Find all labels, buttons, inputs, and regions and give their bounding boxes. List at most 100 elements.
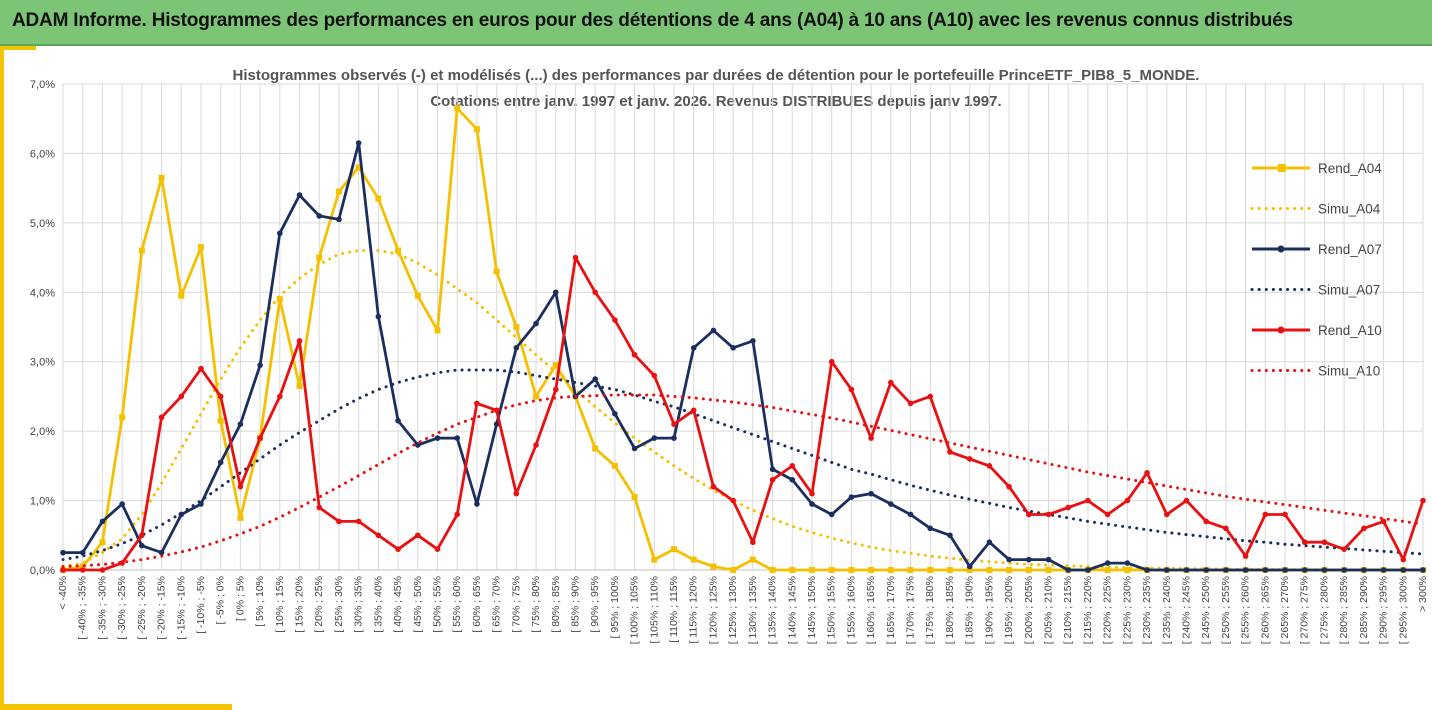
marker-Rend_A04: [769, 567, 776, 573]
x-tick-label: < -40%: [57, 576, 69, 610]
marker-Rend_A07: [158, 549, 165, 556]
series-lines: [60, 105, 1426, 573]
marker-Rend_A10: [947, 449, 953, 455]
marker-Rend_A04: [79, 563, 86, 570]
marker-Rend_A07: [257, 362, 263, 368]
x-tick-label: [ 10% ; 15%: [274, 576, 286, 633]
marker-Rend_A10: [454, 511, 461, 518]
x-tick-label: [ 90% ; 95%: [589, 576, 601, 633]
marker-Rend_A10: [710, 483, 717, 490]
marker-Rend_A04: [986, 567, 993, 573]
marker-Rend_A10: [277, 393, 283, 400]
legend-label: Rend_A10: [1318, 323, 1382, 338]
marker-Rend_A10: [789, 463, 796, 469]
marker-Rend_A04: [237, 514, 244, 521]
marker-Rend_A07: [966, 563, 973, 570]
marker-Rend_A10: [296, 338, 303, 344]
marker-Rend_A10: [217, 393, 224, 400]
marker-Rend_A10: [1361, 525, 1367, 532]
marker-Rend_A10: [769, 476, 776, 483]
marker-Rend_A07: [1341, 567, 1347, 573]
marker-Rend_A07: [1104, 560, 1111, 566]
y-tick-label: 0,0%: [30, 565, 55, 577]
x-tick-label: [ 225% ; 230%: [1121, 576, 1133, 644]
marker-Rend_A10: [868, 435, 874, 441]
marker-Rend_A07: [434, 435, 441, 441]
marker-Rend_A10: [1144, 470, 1150, 476]
marker-Rend_A07: [690, 345, 697, 351]
legend-item-Simu_A10: Simu_A10: [1250, 364, 1380, 379]
chart-subtitle: Cotations entre janv. 1997 et janv. 2026…: [430, 93, 1001, 110]
x-tick-label: [ 110% ; 115%: [668, 576, 680, 643]
marker-Rend_A04: [671, 546, 678, 553]
marker-Rend_A07: [947, 532, 953, 539]
marker-Rend_A04: [927, 567, 934, 573]
marker-Rend_A04: [335, 188, 342, 195]
legend-marker: [1277, 326, 1285, 334]
x-tick-label: [ 245% ; 250%: [1200, 576, 1212, 644]
x-tick-label: > 300%: [1417, 576, 1429, 612]
legend-item-Simu_A07: Simu_A07: [1250, 283, 1380, 298]
x-tick-label: [ 175% ; 180%: [924, 576, 936, 644]
x-tick-label: [ 120% ; 125%: [707, 576, 719, 644]
marker-Rend_A07: [1203, 567, 1209, 573]
marker-Rend_A07: [1085, 567, 1091, 573]
marker-Rend_A07: [828, 511, 835, 518]
marker-Rend_A07: [1321, 567, 1328, 573]
marker-Rend_A10: [1006, 483, 1012, 490]
marker-Rend_A04: [808, 567, 815, 573]
marker-Rend_A04: [158, 174, 165, 181]
marker-Rend_A10: [631, 351, 638, 358]
legend-label: Rend_A07: [1318, 242, 1382, 257]
x-tick-label: [ 275% ; 280%: [1318, 576, 1330, 644]
marker-Rend_A07: [119, 501, 125, 507]
marker-Rend_A10: [986, 463, 993, 469]
marker-Rend_A10: [99, 567, 106, 573]
x-tick-label: [ 270% ; 275%: [1299, 576, 1311, 644]
marker-Rend_A07: [789, 476, 796, 483]
marker-Rend_A04: [1104, 567, 1111, 573]
marker-Rend_A04: [1045, 567, 1052, 573]
marker-Rend_A07: [277, 230, 283, 237]
x-tick-label: [ 30% ; 35%: [353, 576, 365, 633]
marker-Rend_A07: [888, 501, 894, 507]
marker-Rend_A10: [395, 546, 401, 552]
chart-title: Histogrammes observés (-) et modélisés (…: [233, 67, 1200, 84]
marker-Rend_A07: [237, 421, 244, 428]
marker-Rend_A10: [139, 532, 145, 539]
x-tick-label: [ 20% ; 25%: [313, 576, 325, 633]
x-axis-ticks: < -40% [ -40% ; -35% [ -35% ; -30% [ -30% ;…: [57, 576, 1429, 644]
marker-Rend_A04: [178, 292, 185, 299]
x-tick-label: [ 260% ; 265%: [1259, 576, 1271, 644]
marker-Rend_A07: [612, 410, 618, 417]
marker-Rend_A07: [414, 442, 421, 448]
marker-Rend_A07: [1025, 556, 1032, 563]
marker-Rend_A07: [631, 445, 638, 452]
marker-Rend_A10: [966, 456, 973, 462]
x-tick-label: [ 200% ; 205%: [1023, 576, 1035, 644]
marker-Rend_A07: [1045, 556, 1052, 563]
series-Rend_A10: [60, 254, 1426, 573]
x-tick-label: [ 240% ; 245%: [1180, 576, 1192, 644]
marker-Rend_A10: [316, 504, 323, 511]
line-Rend_A07: [63, 141, 1423, 572]
marker-Rend_A07: [1065, 567, 1072, 573]
y-tick-label: 3,0%: [30, 357, 55, 369]
marker-Rend_A04: [749, 556, 756, 563]
marker-Rend_A07: [1282, 567, 1288, 573]
x-tick-label: [ 140% ; 145%: [786, 576, 798, 644]
x-tick-label: [ -5% ; 0%: [215, 576, 227, 624]
legend-item-Simu_A04: Simu_A04: [1250, 202, 1381, 217]
marker-Rend_A10: [1262, 511, 1269, 518]
marker-Rend_A04: [434, 327, 441, 334]
x-tick-label: [ -25% ; -20%: [136, 576, 148, 640]
marker-Rend_A04: [1006, 567, 1013, 573]
marker-Rend_A07: [1242, 567, 1249, 573]
marker-Rend_A07: [139, 542, 145, 549]
marker-Rend_A07: [79, 549, 86, 556]
marker-Rend_A07: [769, 466, 776, 473]
marker-Rend_A07: [848, 494, 855, 500]
marker-Rend_A04: [217, 417, 224, 424]
marker-Rend_A04: [395, 247, 402, 254]
x-tick-label: [ 50% ; 55%: [431, 576, 443, 633]
